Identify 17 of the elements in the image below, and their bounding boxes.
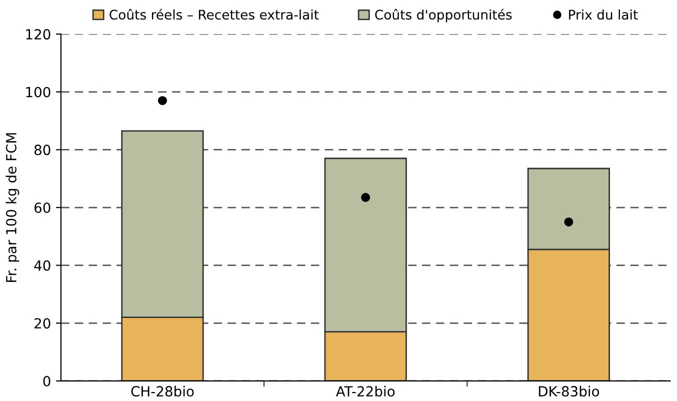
x-tick-label: AT-22bio [336, 386, 395, 397]
x-tick-label: CH-28bio [131, 386, 194, 397]
y-axis-title: Fr. par 100 kg de FCM [6, 133, 20, 282]
point [158, 96, 167, 106]
y-tick-label: 120 [26, 29, 50, 40]
legend-label: Coûts réels – Recettes extra-lait [110, 8, 319, 20]
y-tick-label: 100 [26, 86, 50, 98]
y-tick-label: 40 [34, 260, 50, 271]
legend-label: Prix du lait [569, 9, 638, 20]
legend-label: Coûts d'opportunités [375, 8, 512, 22]
y-tick-label: 60 [34, 202, 50, 213]
point [361, 192, 370, 202]
y-tick-label: 0 [43, 376, 50, 386]
y-tick-label: 80 [34, 144, 50, 156]
point [564, 217, 574, 226]
y-tick-label: 20 [34, 318, 50, 329]
x-tick-label: DK-83bio [538, 386, 600, 397]
